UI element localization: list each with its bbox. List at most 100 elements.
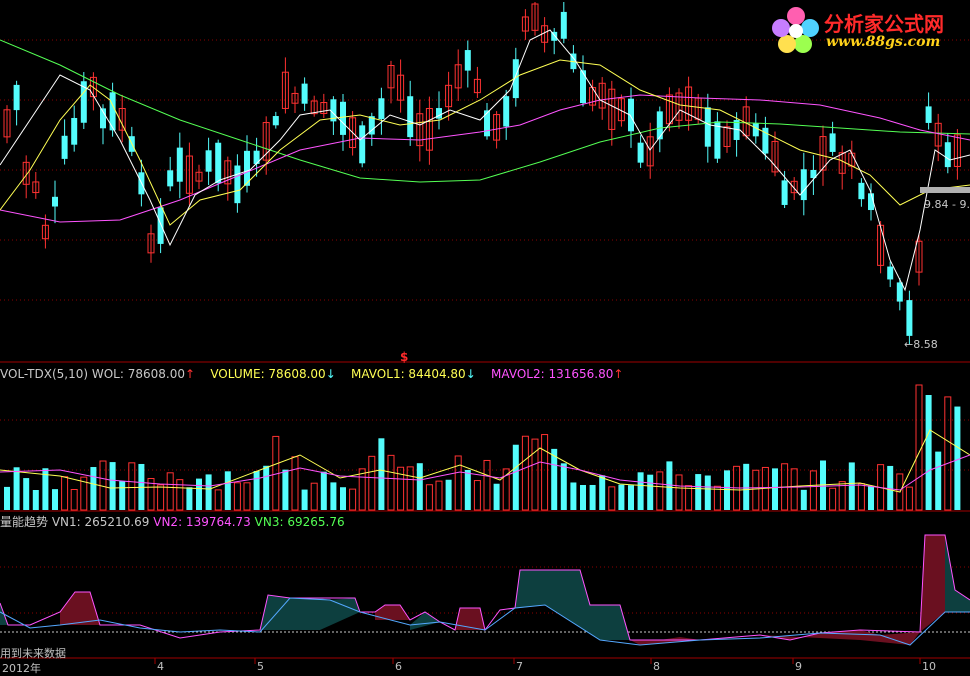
- price-box-label: 9.84 - 9.9: [924, 198, 970, 211]
- logo-title: 分析家公式网: [824, 12, 944, 36]
- volume-bar-down: [628, 485, 634, 510]
- vol-header: VOL-TDX(5,10) WOL: 78608.00↑ VOLUME: 786…: [0, 367, 623, 381]
- candle-body-up: [195, 171, 203, 182]
- candle-body-up: [473, 78, 481, 94]
- volume-bar-down: [282, 469, 289, 510]
- candle-body-up: [685, 86, 693, 121]
- vol-mavol2: MAVOL2: 131656.80: [491, 367, 614, 381]
- candle-body-down: [436, 108, 442, 119]
- volume-bar-up: [425, 484, 433, 511]
- candle-body-down: [906, 300, 913, 336]
- volume-bar-down: [695, 474, 702, 510]
- x-tick-label: 10: [922, 660, 936, 673]
- trend-area-red: [920, 535, 945, 632]
- trend-area-chart: [0, 534, 970, 646]
- candle-body-down: [637, 142, 644, 163]
- trend-area-teal: [500, 570, 630, 640]
- volume-bar-down: [119, 480, 126, 510]
- price-box-marker: [920, 187, 970, 193]
- candle-body-up: [493, 114, 501, 141]
- x-tick-label: 7: [516, 660, 523, 673]
- volume-bar-up: [387, 454, 395, 511]
- candle-body-down: [464, 50, 471, 71]
- volume-bar-up: [128, 462, 136, 511]
- candle-body-up: [387, 65, 395, 89]
- volume-bars: [4, 384, 961, 511]
- candle-body-down: [714, 121, 721, 159]
- volume-bar-up: [896, 473, 904, 511]
- volume-bar-down: [186, 487, 193, 510]
- candle-body-down: [52, 196, 58, 207]
- volume-bar-up: [166, 472, 174, 511]
- volume-moving-averages: [0, 429, 970, 493]
- volume-bar-up: [675, 474, 683, 511]
- candle-body-down: [762, 127, 769, 154]
- volume-bar-down: [253, 470, 260, 510]
- volume-bar-down: [551, 448, 558, 510]
- x-axis: [154, 658, 921, 664]
- down-arrow-icon: ↓: [465, 367, 476, 381]
- trend-indicator-name: 量能趋势: [0, 515, 49, 529]
- candle-body-down: [80, 81, 87, 123]
- candle-body-down: [167, 170, 174, 187]
- down-arrow-icon: ↓: [325, 367, 336, 381]
- signal-mark: $: [400, 350, 409, 364]
- volume-bar-up: [349, 488, 357, 511]
- vol-ma-yellow: [0, 429, 970, 493]
- volume-bar-up: [829, 487, 837, 511]
- volume-bar-up: [61, 476, 69, 511]
- price-moving-averages: [0, 29, 970, 292]
- trend-area-red: [375, 605, 410, 620]
- candle-body-down: [858, 182, 865, 200]
- trend-vn2: VN2: 139764.73: [153, 515, 251, 529]
- volume-bar-up: [310, 482, 318, 511]
- volume-bar-down: [493, 483, 500, 510]
- candle-body-down: [407, 96, 414, 138]
- candle-body-down: [503, 96, 510, 127]
- x-tick-label: 6: [395, 660, 402, 673]
- volume-bar-up: [80, 476, 88, 511]
- trend-vn1: VN1: 265210.69: [51, 515, 150, 529]
- volume-bar-up: [521, 435, 529, 511]
- future-data-note: 用到未来数据: [0, 647, 66, 660]
- candle-body-up: [320, 102, 328, 114]
- ma-line-yellow: [0, 59, 970, 226]
- volume-bar-down: [23, 478, 30, 510]
- candle-body-down: [215, 142, 222, 184]
- candle-body-down: [368, 116, 375, 135]
- candle-body-up: [185, 155, 193, 194]
- trend-header: 量能趋势 VN1: 265210.69 VN2: 139764.73 VN3: …: [0, 515, 345, 529]
- trend-vn3: VN3: 69265.76: [254, 515, 345, 529]
- candle-body-down: [925, 106, 932, 123]
- ma-line-green: [0, 39, 970, 183]
- up-arrow-icon: ↑: [184, 367, 196, 381]
- candle-body-down: [781, 180, 788, 205]
- candle-body-up: [22, 161, 30, 185]
- volume-bar-down: [445, 479, 452, 510]
- volume-bar-down: [743, 463, 750, 510]
- candle-body-down: [560, 11, 567, 39]
- volume-bar-up: [790, 468, 798, 511]
- volume-bar-up: [233, 482, 241, 511]
- volume-bar-down: [772, 468, 778, 510]
- x-tick-label: 4: [157, 660, 164, 673]
- candle-body-down: [484, 110, 490, 137]
- volume-bar-up: [368, 455, 376, 511]
- volume-bar-down: [887, 465, 894, 510]
- x-tick-label: 5: [257, 660, 264, 673]
- candle-body-up: [723, 126, 731, 148]
- vol-wol: WOL: 78608.00: [91, 367, 185, 381]
- volume-bar-down: [330, 482, 337, 510]
- candle-body-up: [397, 74, 405, 101]
- candle-body-down: [628, 98, 634, 132]
- volume-bar-down: [378, 438, 385, 510]
- candle-body-up: [281, 71, 289, 109]
- candle-body-up: [915, 240, 923, 273]
- volume-bar-up: [857, 483, 865, 511]
- candle-body-up: [147, 233, 155, 254]
- candle-body-down: [829, 133, 836, 152]
- logo-site: www.88gs.com: [826, 34, 941, 50]
- candle-body-up: [224, 160, 232, 185]
- candle-body-up: [349, 117, 357, 149]
- volume-bar-up: [531, 438, 539, 511]
